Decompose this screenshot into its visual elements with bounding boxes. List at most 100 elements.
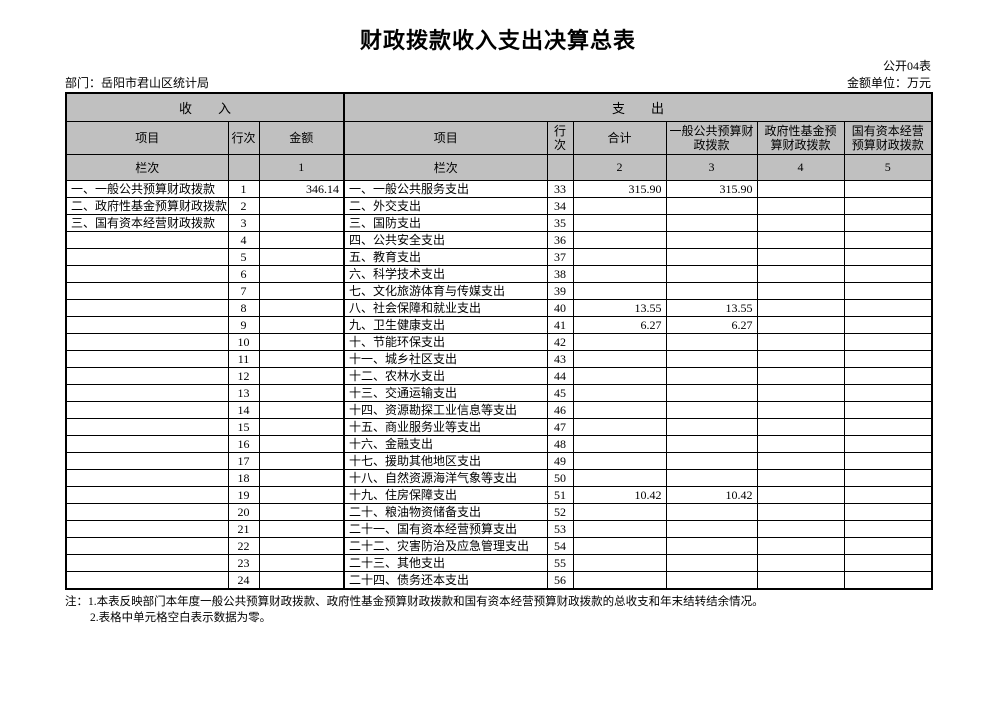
expense-item-cell: 十二、农林水支出 xyxy=(343,366,548,385)
expense-item-cell: 十九、住房保障支出 xyxy=(343,485,548,504)
expense-state-capital-cell xyxy=(843,366,933,385)
table-row: 8 八、社会保障和就业支出 40 13.55 13.55 xyxy=(65,298,933,317)
expense-total-cell xyxy=(572,553,667,572)
income-rownum-cell: 4 xyxy=(227,230,260,249)
meta-line: 部门：岳阳市君山区统计局 金额单位：万元 xyxy=(65,76,931,90)
expense-gov-fund-cell xyxy=(756,315,845,334)
income-item-cell xyxy=(65,502,229,521)
expense-rownum-cell: 44 xyxy=(546,366,574,385)
table-row: 12 十二、农林水支出 44 xyxy=(65,366,933,385)
expense-item-cell: 八、社会保障和就业支出 xyxy=(343,298,548,317)
income-rownum-cell: 22 xyxy=(227,536,260,555)
expense-item-cell: 二十四、债务还本支出 xyxy=(343,570,548,589)
expense-state-capital-cell xyxy=(843,400,933,419)
expense-general-budget-cell: 6.27 xyxy=(665,315,758,334)
expense-general-budget-cell xyxy=(665,264,758,283)
income-rownum-cell: 24 xyxy=(227,570,260,589)
expense-general-budget-cell xyxy=(665,332,758,351)
col-header-income-item: 项目 xyxy=(65,120,229,155)
income-item-cell xyxy=(65,417,229,436)
expense-rownum-cell: 54 xyxy=(546,536,574,555)
expense-general-budget-cell xyxy=(665,502,758,521)
expense-general-budget-cell xyxy=(665,570,758,589)
expense-item-cell: 七、文化旅游体育与传媒支出 xyxy=(343,281,548,300)
table-row: 11 十一、城乡社区支出 43 xyxy=(65,349,933,368)
col-header-expense-item: 项目 xyxy=(343,120,548,155)
expense-rownum-cell: 55 xyxy=(546,553,574,572)
income-amount-cell xyxy=(258,468,345,487)
income-amount-cell xyxy=(258,434,345,453)
department-label: 部门：岳阳市君山区统计局 xyxy=(65,76,210,90)
expense-gov-fund-cell xyxy=(756,400,845,419)
expense-total-cell xyxy=(572,264,667,283)
expense-item-cell: 三、国防支出 xyxy=(343,213,548,232)
expense-item-cell: 十八、自然资源海洋气象等支出 xyxy=(343,468,548,487)
table-row: 24 二十四、债务还本支出 56 xyxy=(65,570,933,589)
income-rownum-cell: 17 xyxy=(227,451,260,470)
income-rownum-cell: 21 xyxy=(227,519,260,538)
expense-gov-fund-cell xyxy=(756,553,845,572)
table-row: 14 十四、资源勘探工业信息等支出 46 xyxy=(65,400,933,419)
expense-item-cell: 十一、城乡社区支出 xyxy=(343,349,548,368)
expense-general-budget-cell xyxy=(665,536,758,555)
income-amount-cell xyxy=(258,298,345,317)
expense-total-cell xyxy=(572,281,667,300)
col-header-income-amount: 金额 xyxy=(258,120,345,155)
expense-state-capital-cell xyxy=(843,213,933,232)
income-rownum-cell: 19 xyxy=(227,485,260,504)
income-item-cell xyxy=(65,247,229,266)
footnote-2: 2.表格中单元格空白表示数据为零。 xyxy=(90,611,272,624)
expense-general-budget-cell xyxy=(665,366,758,385)
income-item-cell xyxy=(65,315,229,334)
income-rownum-cell: 10 xyxy=(227,332,260,351)
expense-gov-fund-cell xyxy=(756,281,845,300)
expense-general-budget-cell xyxy=(665,247,758,266)
expense-rownum-cell: 45 xyxy=(546,383,574,402)
expense-state-capital-cell xyxy=(843,451,933,470)
income-rownum-cell: 3 xyxy=(227,213,260,232)
income-item-cell xyxy=(65,536,229,555)
expense-item-cell: 二十二、灾害防治及应急管理支出 xyxy=(343,536,548,555)
lanci-col-5: 5 xyxy=(843,153,933,181)
income-item-cell xyxy=(65,451,229,470)
income-rownum-cell: 7 xyxy=(227,281,260,300)
expense-general-budget-cell xyxy=(665,468,758,487)
expense-general-budget-cell xyxy=(665,281,758,300)
expense-rownum-cell: 52 xyxy=(546,502,574,521)
expense-gov-fund-cell xyxy=(756,230,845,249)
income-item-cell xyxy=(65,230,229,249)
expense-general-budget-cell xyxy=(665,196,758,215)
expense-state-capital-cell xyxy=(843,196,933,215)
expense-total-cell xyxy=(572,451,667,470)
table-row: 23 二十三、其他支出 55 xyxy=(65,553,933,572)
income-rownum-cell: 23 xyxy=(227,553,260,572)
section-header-row: 收 入 支 出 xyxy=(65,92,933,122)
income-item-cell xyxy=(65,298,229,317)
column-index-row: 栏次 1 栏次 2 3 4 5 xyxy=(65,153,933,181)
expense-total-cell xyxy=(572,468,667,487)
expense-rownum-cell: 48 xyxy=(546,434,574,453)
col-header-income-rownum: 行次 xyxy=(227,120,260,155)
expense-total-cell xyxy=(572,536,667,555)
income-item-cell xyxy=(65,434,229,453)
table-row: 10 十、节能环保支出 42 xyxy=(65,332,933,351)
expense-item-cell: 十、节能环保支出 xyxy=(343,332,548,351)
income-item-cell: 一、一般公共预算财政拨款 xyxy=(65,179,229,198)
lanci-col-3: 3 xyxy=(665,153,758,181)
expense-rownum-cell: 36 xyxy=(546,230,574,249)
expense-total-cell xyxy=(572,247,667,266)
expense-rownum-cell: 53 xyxy=(546,519,574,538)
expense-gov-fund-cell xyxy=(756,196,845,215)
income-section-header: 收 入 xyxy=(65,92,345,122)
income-item-cell xyxy=(65,485,229,504)
expense-total-cell xyxy=(572,502,667,521)
income-amount-cell xyxy=(258,366,345,385)
expense-total-cell xyxy=(572,349,667,368)
expense-total-cell xyxy=(572,213,667,232)
income-rownum-cell: 14 xyxy=(227,400,260,419)
expense-rownum-cell: 47 xyxy=(546,417,574,436)
income-amount-cell xyxy=(258,485,345,504)
expense-rownum-cell: 37 xyxy=(546,247,574,266)
income-rownum-cell: 18 xyxy=(227,468,260,487)
fiscal-summary-table: 收 入 支 出 项目 行次 金额 项目 行次 合计 一般公共预算财政拨款 政府性… xyxy=(65,92,934,590)
